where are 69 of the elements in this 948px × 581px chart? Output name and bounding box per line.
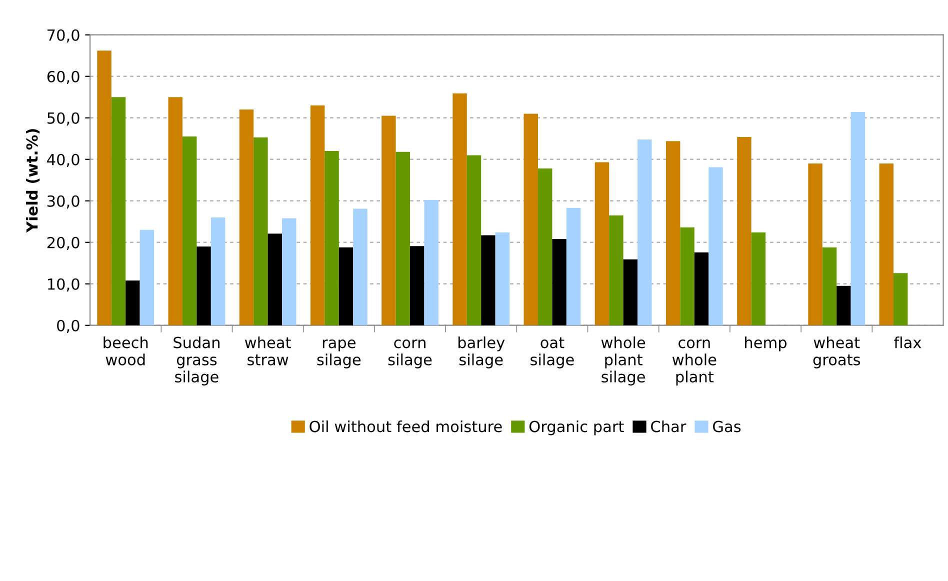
bar [609,215,624,326]
bar [850,112,866,326]
x-tick-label: rape silage [317,340,361,368]
x-tick-label: flax [894,336,922,348]
x-tick-label: wheat groats [813,336,860,368]
bar [338,247,354,326]
bar [836,286,851,326]
bar [495,232,510,326]
x-tick-label: wheat straw [244,336,291,366]
bar [396,152,410,326]
y-tick-label: 20,0 [47,236,80,250]
bar [708,167,723,326]
x-tick-label: barley silage [458,336,505,368]
bar [680,227,694,326]
x-tick-label: corn whole plant [672,340,716,386]
bar [126,280,140,326]
bar [324,151,339,326]
legend-label: Organic part [529,420,624,436]
y-tick-label: 50,0 [48,112,80,126]
bar [879,164,894,326]
y-tick-label: 40,0 [47,154,80,167]
y-tick-label: 30,0 [47,195,80,208]
bar [424,200,438,326]
x-tick-label: whole plant silage [601,336,646,386]
bar [239,110,254,326]
x-tick-label: beech wood [104,336,148,366]
y-tick-label: 70,0 [48,29,80,42]
bar [111,97,126,326]
bar [808,164,822,326]
legend-label: Char [651,420,686,432]
bar [481,235,496,326]
bar [822,247,837,326]
bar [310,105,325,326]
bar [751,232,766,326]
bar [382,116,396,326]
bar [566,208,581,326]
bar [552,239,566,326]
bar [893,273,908,326]
bar [182,136,197,326]
y-tick-label: 10,0 [48,278,80,292]
bar [694,252,709,326]
bar [210,217,226,326]
bar [254,137,268,326]
bar [410,246,424,326]
bar [538,168,552,326]
bar [97,50,112,326]
bar [268,234,282,326]
bar [282,218,296,326]
y-tick-label: 0,0 [57,320,80,333]
bar [524,114,538,326]
legend-label: Oil without feed moisture [310,420,502,432]
bar [638,139,652,326]
legend-label: Gas [713,420,741,432]
bar [466,155,482,326]
bar [623,259,638,326]
bar [452,93,467,326]
bar [140,230,154,326]
y-axis-title: Yield (wt.%) [26,129,40,233]
y-tick-label: 60,0 [47,70,80,84]
bar [353,208,368,326]
x-tick-label: hemp [745,336,787,352]
bar [196,246,211,326]
x-tick-label: Sudan grass silage [174,336,220,386]
bar [666,141,680,326]
x-tick-label: oat silage [530,337,574,368]
bar [168,97,182,326]
x-tick-label: corn silage [388,340,432,368]
bar [594,162,610,326]
bar [737,136,752,326]
